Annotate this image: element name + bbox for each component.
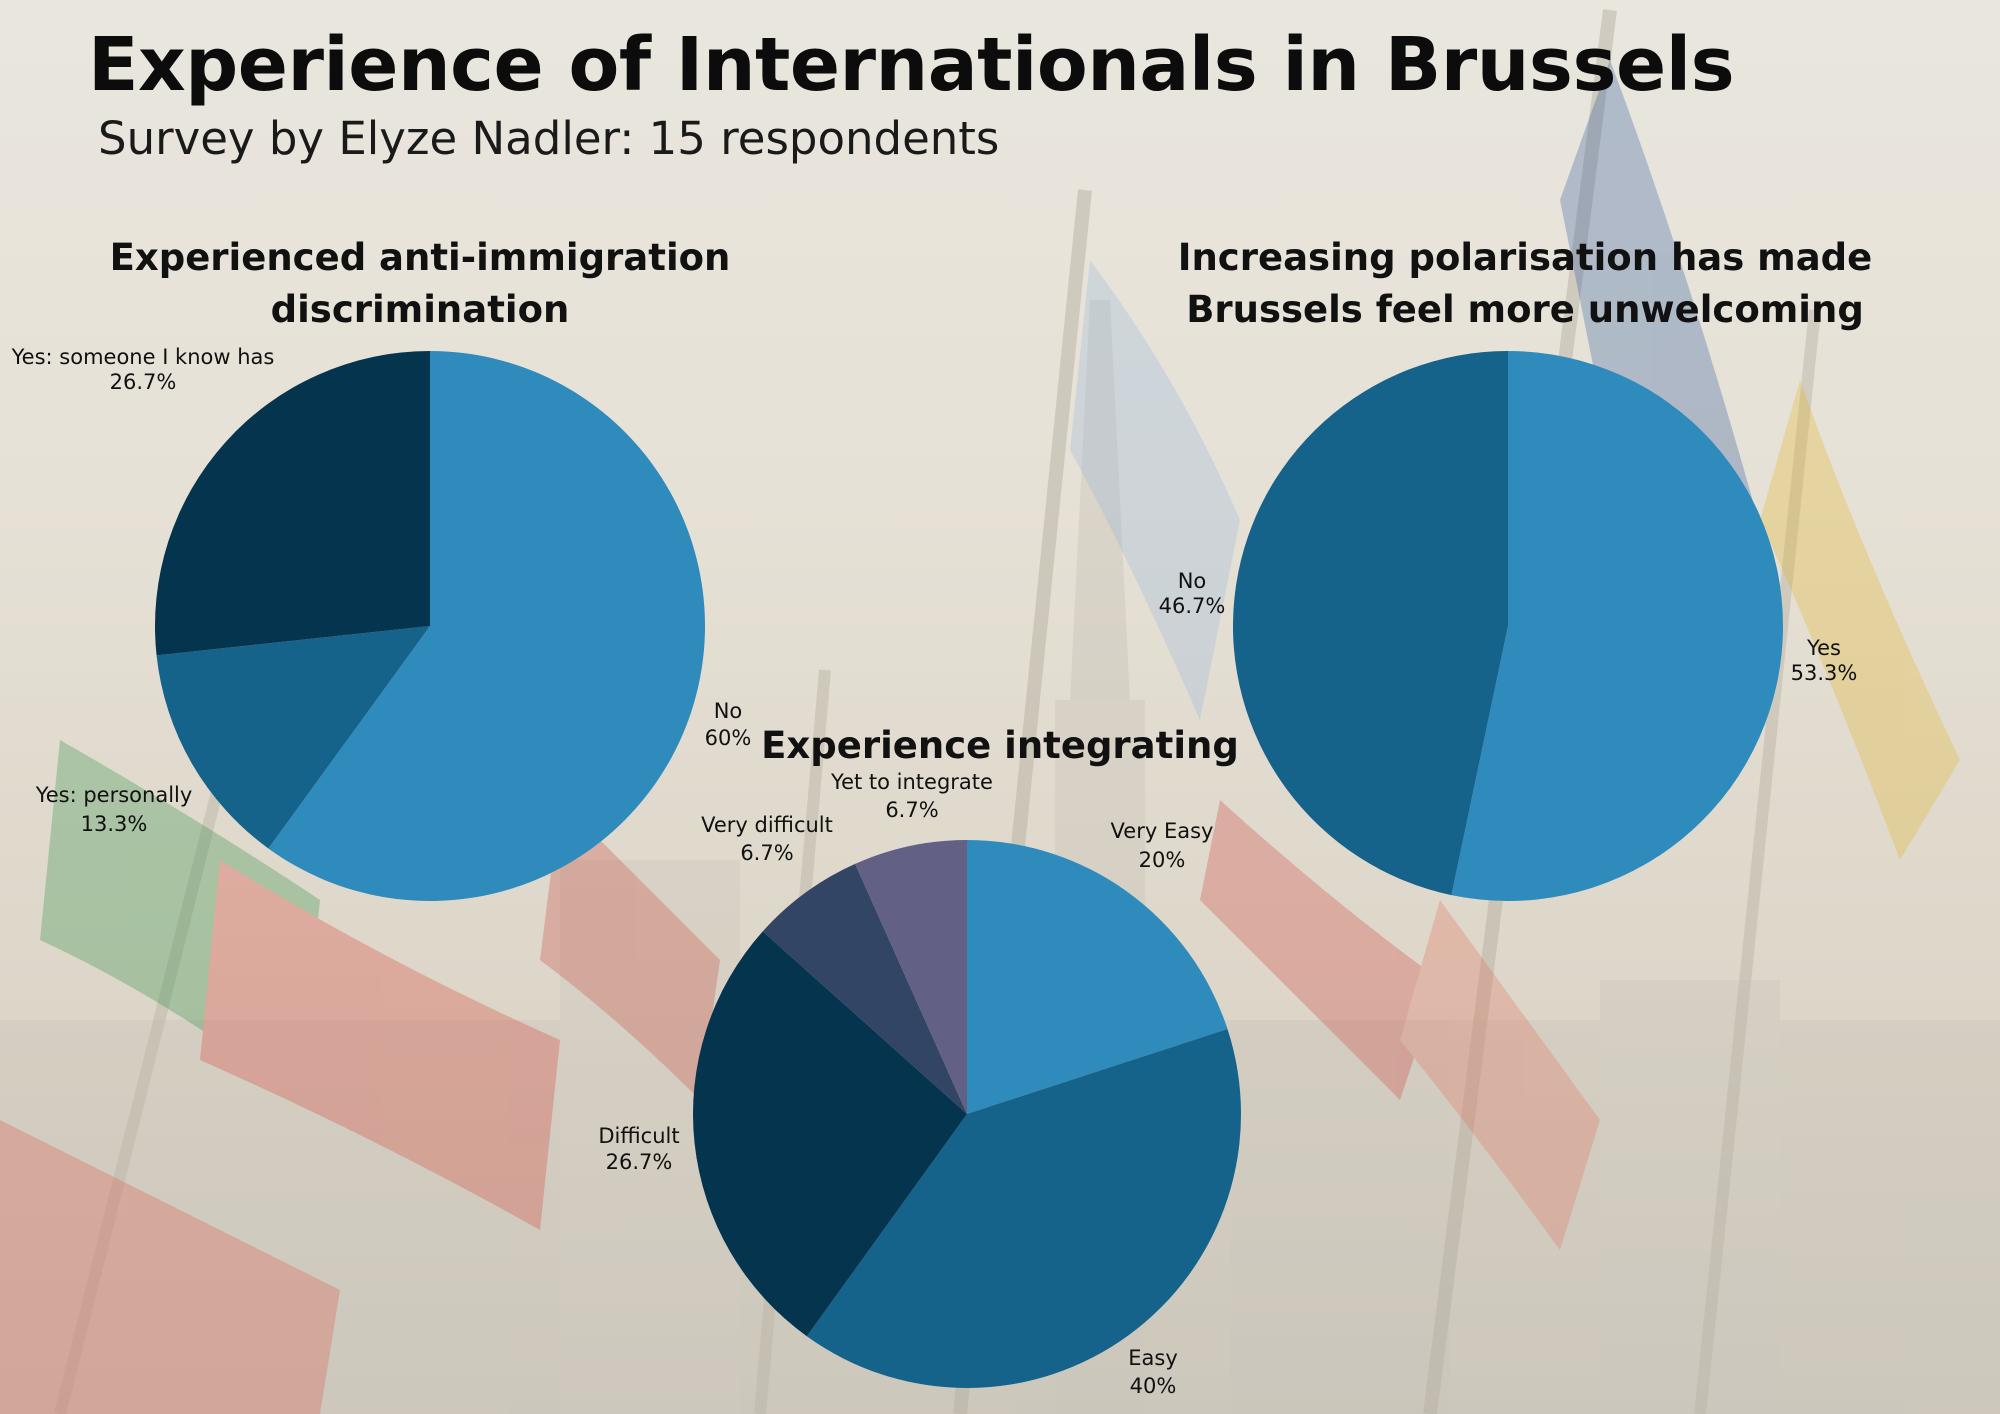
label-yet-to-integrate-value: 6.7% xyxy=(885,798,938,822)
label-yes-name: Yes xyxy=(1806,636,1841,660)
flags xyxy=(0,60,1960,1414)
pie-integrating xyxy=(693,840,1241,1388)
labels-integrating: Very Easy 20% Easy 40% Difficult 26.7% V… xyxy=(598,770,1213,1398)
label-yes-value: 53.3% xyxy=(1791,661,1858,685)
slice-yes-personally xyxy=(156,626,431,849)
label-yes-personally-name: Yes: personally xyxy=(35,783,193,807)
label-easy-value: 40% xyxy=(1130,1374,1177,1398)
label-no-value: 46.7% xyxy=(1159,594,1226,618)
slice-no xyxy=(268,351,706,901)
label-easy-name: Easy xyxy=(1128,1346,1178,1370)
label-difficult-name: Difficult xyxy=(598,1124,679,1148)
page-title: Experience of Internationals in Brussels xyxy=(88,22,1735,108)
chart-title-polarisation: Increasing polarisation has made Brussel… xyxy=(1177,236,1873,331)
label-yes-personally-value: 13.3% xyxy=(81,812,148,836)
labels-discrimination: No 60% Yes: personally 13.3% Yes: someon… xyxy=(11,345,752,836)
slice-yet-to-integrate xyxy=(855,840,967,1114)
slice-yes-someone-i-know xyxy=(154,351,430,656)
slice-easy xyxy=(806,1029,1241,1388)
pie-discrimination xyxy=(154,351,706,901)
label-difficult-value: 26.7% xyxy=(606,1150,673,1174)
slice-very-difficult xyxy=(762,863,967,1114)
label-yet-to-integrate-name: Yet to integrate xyxy=(830,770,993,794)
label-yes-someone-name: Yes: someone I know has xyxy=(11,345,275,369)
chart-title-discrimination: Experienced anti-immigration discriminat… xyxy=(109,236,731,331)
label-no-name: No xyxy=(714,699,743,723)
label-very-difficult-name: Very difficult xyxy=(701,813,833,837)
pie-polarisation xyxy=(1233,351,1783,902)
label-yes-someone-value: 26.7% xyxy=(110,370,177,394)
slice-no xyxy=(1233,351,1508,896)
page-subtitle: Survey by Elyze Nadler: 15 respondents xyxy=(98,112,1000,165)
label-very-difficult-value: 6.7% xyxy=(740,841,793,865)
labels-polarisation: Yes 53.3% No 46.7% xyxy=(1159,569,1858,685)
slice-difficult xyxy=(693,931,967,1337)
label-no-name: No xyxy=(1178,569,1207,593)
chart-title-integrating: Experience integrating xyxy=(761,724,1239,767)
label-very-easy-name: Very Easy xyxy=(1111,819,1214,843)
label-very-easy-value: 20% xyxy=(1139,848,1186,872)
slice-yes xyxy=(1451,351,1783,902)
label-no-value: 60% xyxy=(705,726,752,750)
slice-very-easy xyxy=(967,840,1228,1114)
